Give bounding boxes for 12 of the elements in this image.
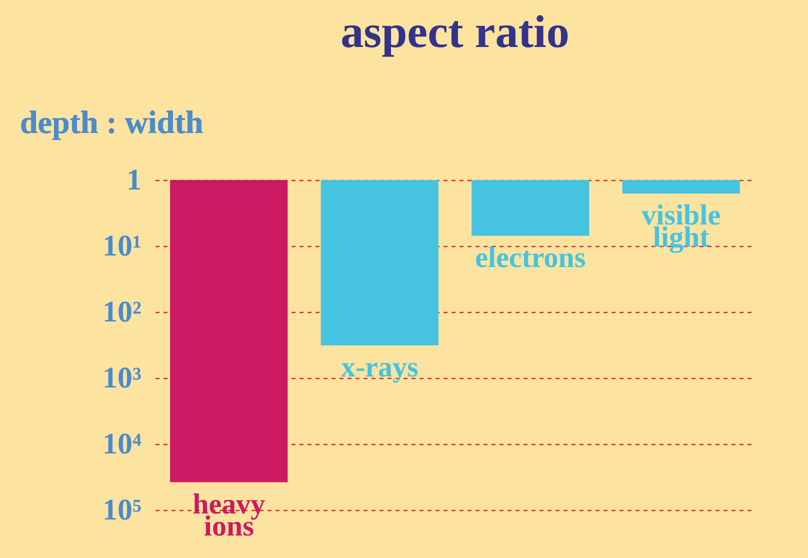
y-tick-label: 10³ [102,362,142,394]
x-tick-label: x-rays [340,351,418,384]
x-tick-label: electrons [475,242,586,274]
y-tick-label: 10⁴ [102,428,142,460]
y-axis-title: depth : width [20,104,204,140]
y-tick-label: 1 [126,164,142,196]
x-tick-label: heavy ions [192,488,266,542]
y-tick-label: 10⁵ [102,494,142,526]
y-tick-label: 10¹ [102,230,142,262]
chart-title: aspect ratio [340,6,570,57]
x-tick-label: visible light [642,199,721,254]
y-tick-label: 10² [102,296,142,328]
